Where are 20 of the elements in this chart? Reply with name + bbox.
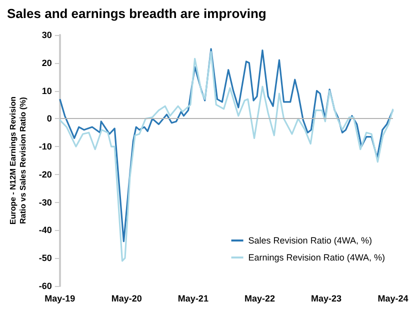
y-tick-label: -10: [38, 142, 52, 152]
y-tick-label: -40: [38, 225, 52, 236]
x-tick-label: May-23: [311, 294, 342, 304]
x-tick-label: May-19: [44, 294, 76, 304]
x-tick-label: May-20: [111, 294, 142, 304]
y-tick-label: -50: [38, 253, 52, 264]
y-tick-label: 10: [42, 86, 52, 96]
x-tick-label: May-21: [178, 294, 208, 304]
y-tick-label: -60: [38, 281, 52, 291]
y-tick-label: -20: [38, 169, 52, 180]
x-tick-label: May-24: [378, 294, 408, 304]
x-tick-label: May-22: [244, 294, 275, 304]
y-axis-title: Europe - N12M Earnings Revision Ratio vs Sales Revision Ratio (%): [8, 96, 28, 225]
chart-title: Sales and earnings breadth are improving: [7, 6, 266, 21]
legend-label: Sales Revision Ratio (4WA, %): [248, 236, 372, 246]
y-tick-label: 20: [42, 58, 52, 68]
y-tick-label: 30: [42, 30, 52, 40]
legend-label: Earnings Revision Ratio (4WA, %): [248, 252, 386, 262]
y-tick-label: -30: [38, 197, 52, 208]
y-tick-label: 0: [46, 114, 52, 124]
